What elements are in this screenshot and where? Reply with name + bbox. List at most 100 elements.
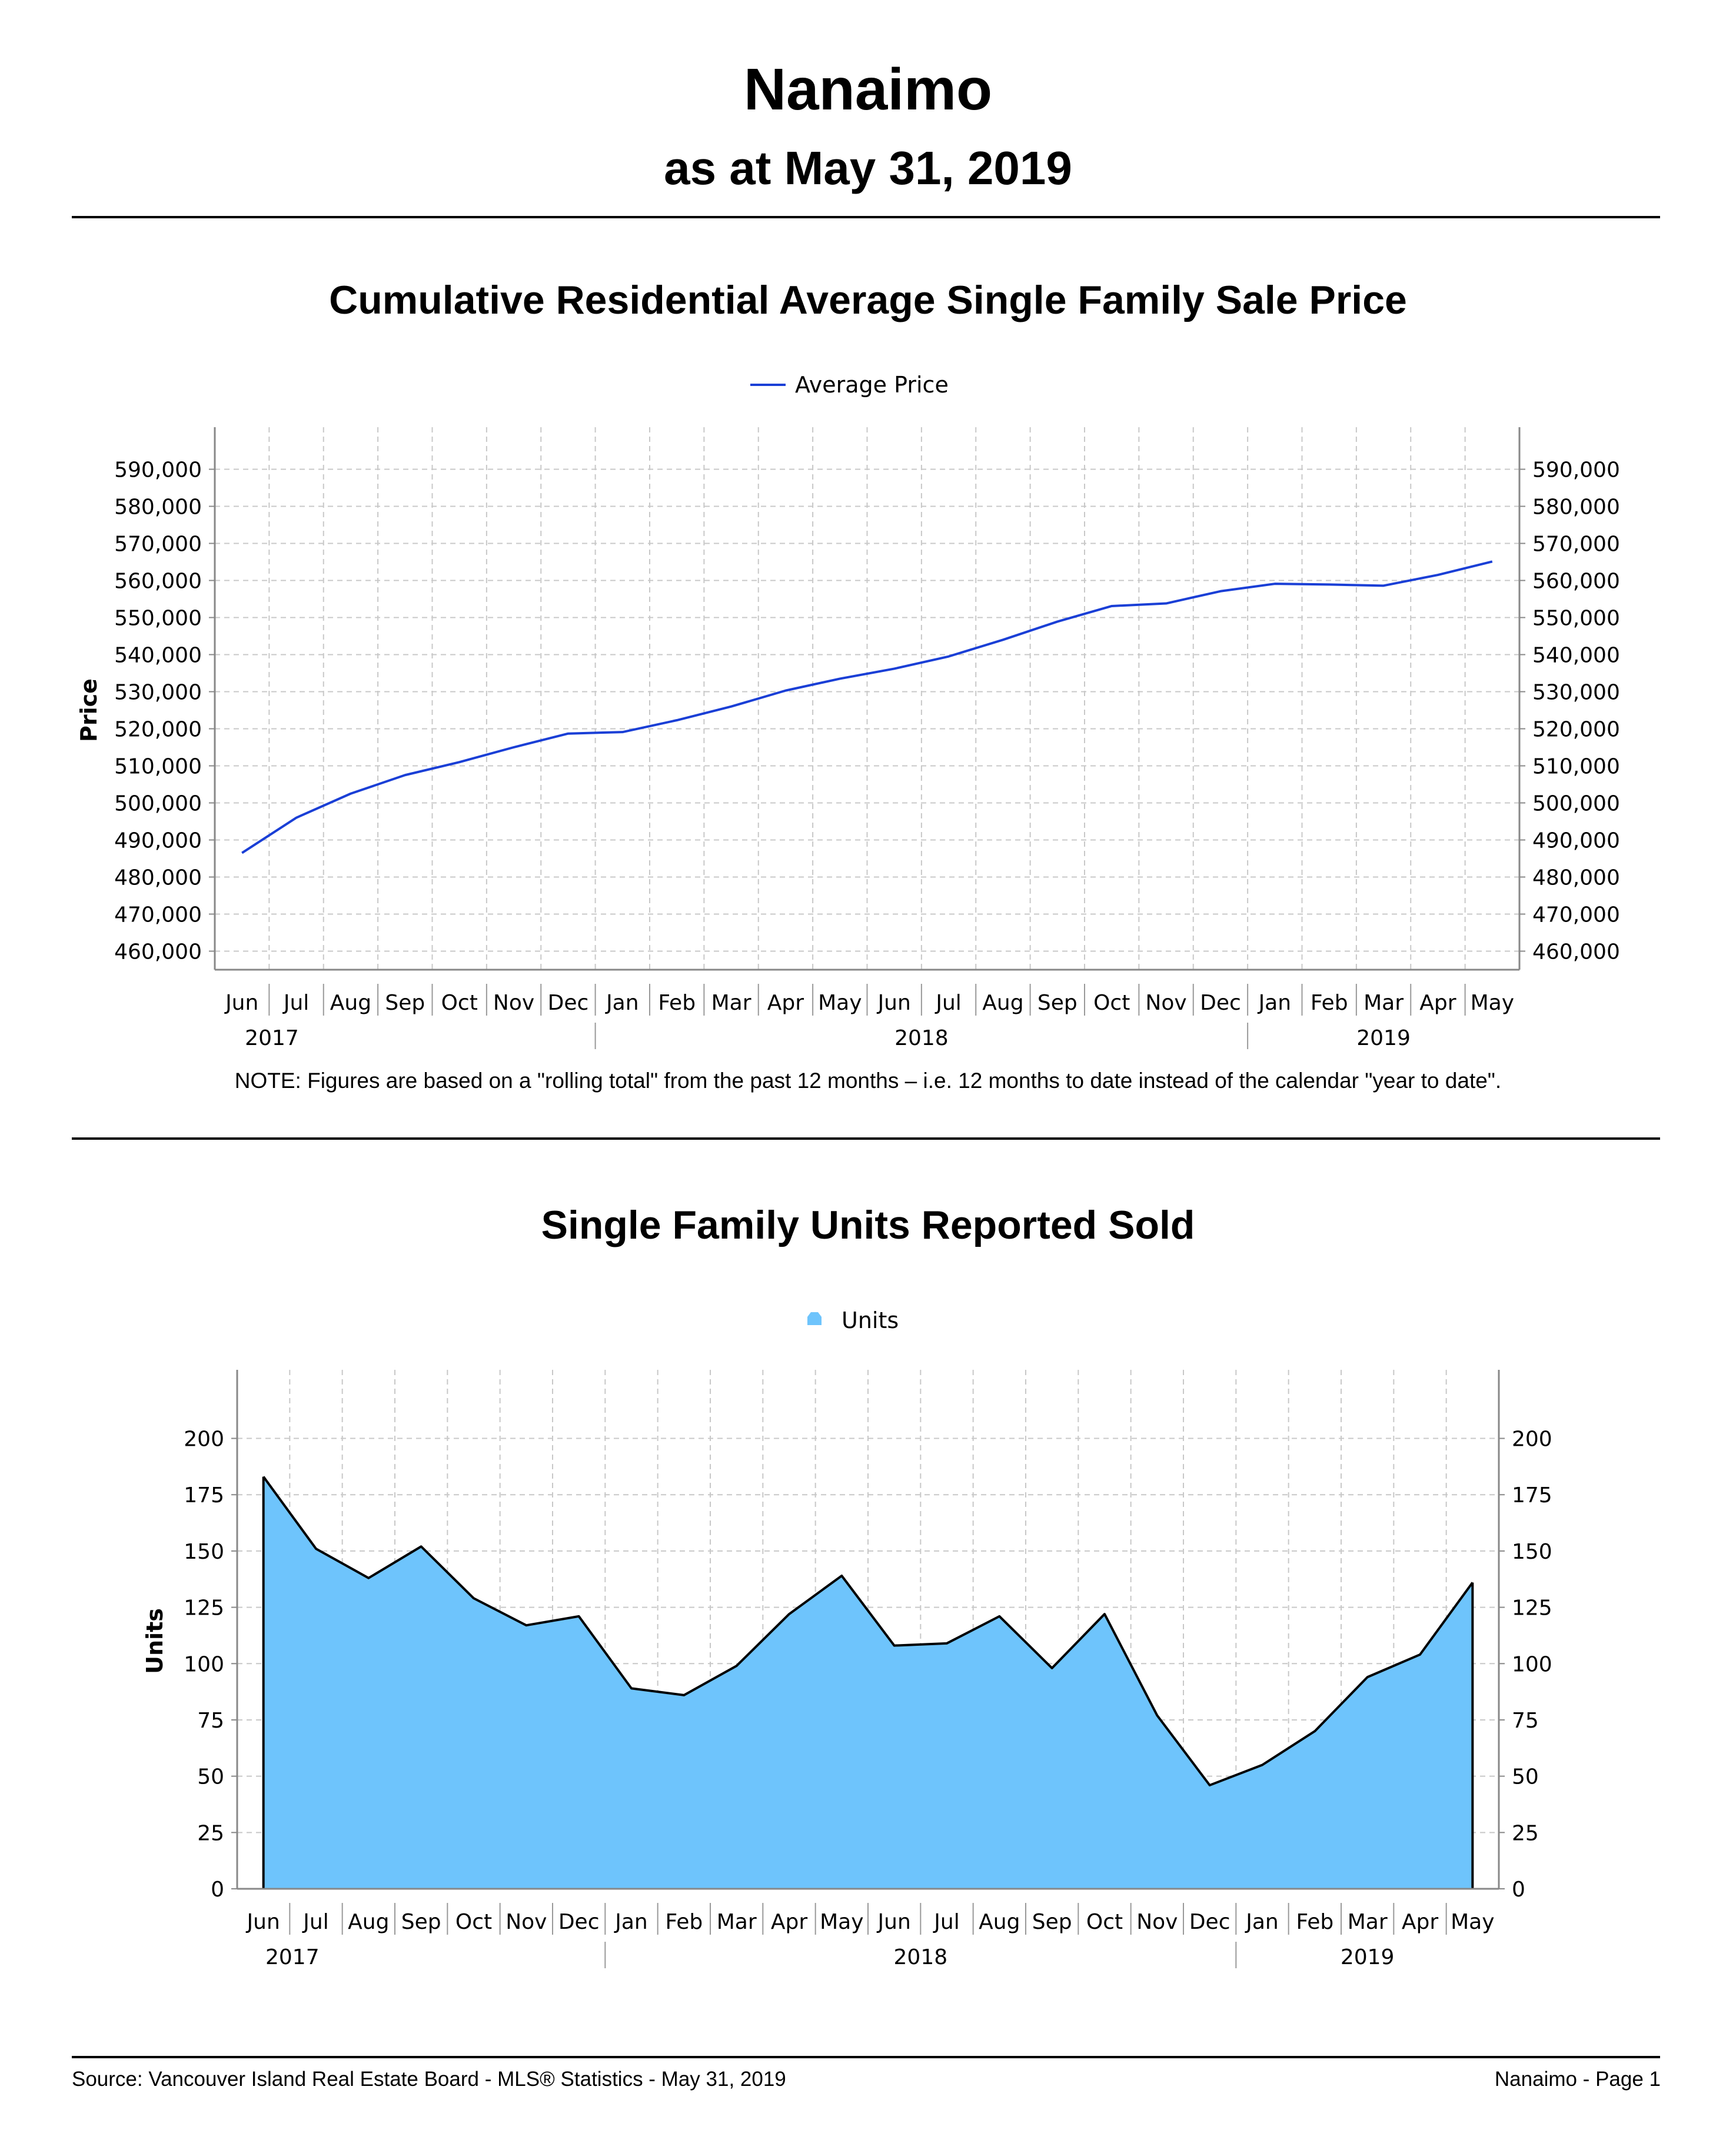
page-title: Nanaimo (743, 56, 993, 122)
legend-label: Units (842, 1307, 899, 1333)
x-tick-label: Aug (982, 991, 1023, 1015)
x-tick-label: Dec (558, 1910, 600, 1934)
x-year-label: 2017 (265, 1945, 320, 1969)
y-tick-label-right: 530,000 (1532, 681, 1620, 705)
y-tick-label-right: 560,000 (1532, 570, 1620, 594)
y-tick-label-right: 570,000 (1532, 533, 1620, 557)
y-tick-label-right: 100 (1512, 1652, 1552, 1676)
x-tick-label: Jun (877, 991, 911, 1015)
y-tick-label-right: 50 (1512, 1765, 1539, 1789)
y-axis-title: Units (142, 1608, 168, 1674)
y-tick-label: 25 (197, 1821, 224, 1845)
x-year-label: 2017 (245, 1026, 299, 1050)
y-tick-label: 530,000 (114, 681, 202, 705)
x-tick-label: May (818, 991, 862, 1015)
footer-page-number: Nanaimo - Page 1 (1494, 2068, 1661, 2091)
y-tick-label: 470,000 (114, 903, 202, 927)
x-tick-label: Jan (1258, 991, 1292, 1015)
legend-swatch (807, 1312, 822, 1325)
x-year-label: 2018 (894, 1945, 948, 1969)
y-tick-label-right: 470,000 (1532, 903, 1620, 927)
x-tick-label: Mar (1348, 1910, 1388, 1934)
y-tick-label-right: 125 (1512, 1596, 1552, 1620)
y-axis-title: Price (76, 678, 102, 742)
x-tick-label: Mar (717, 1910, 757, 1934)
series-line (241, 560, 1493, 854)
x-tick-label: Nov (1136, 1910, 1178, 1934)
x-tick-label: Jul (302, 1910, 328, 1934)
x-tick-label: May (820, 1910, 863, 1934)
y-tick-label-right: 490,000 (1532, 829, 1620, 853)
y-tick-label: 580,000 (114, 495, 202, 520)
x-tick-label: Jul (934, 991, 961, 1015)
rolling-total-note: NOTE: Figures are based on a "rolling to… (234, 1069, 1502, 1093)
x-tick-label: Aug (979, 1910, 1020, 1934)
x-tick-label: Dec (548, 991, 589, 1015)
y-tick-label: 560,000 (114, 570, 202, 594)
x-tick-label: Oct (1093, 991, 1130, 1015)
y-tick-label-right: 500,000 (1532, 792, 1620, 816)
x-tick-label: Mar (711, 991, 751, 1015)
y-tick-label: 510,000 (114, 755, 202, 779)
x-year-label: 2019 (1341, 1945, 1395, 1969)
x-tick-label: Nov (1145, 991, 1186, 1015)
y-tick-label: 125 (184, 1596, 224, 1620)
y-tick-label: 550,000 (114, 607, 202, 631)
y-tick-label: 200 (184, 1427, 224, 1452)
y-tick-label-right: 25 (1512, 1821, 1539, 1845)
x-year-label: 2019 (1356, 1026, 1411, 1050)
price-chart-title: Cumulative Residential Average Single Fa… (329, 278, 1407, 322)
y-tick-label-right: 510,000 (1532, 755, 1620, 779)
x-tick-label: Aug (330, 991, 371, 1015)
units-chart: Units 0 0 25 25 50 50 75 75 100 100 125 125 150 150 175… (142, 1307, 1552, 1969)
y-tick-label: 500,000 (114, 792, 202, 816)
x-tick-label: Mar (1363, 991, 1404, 1015)
units-chart-title: Single Family Units Reported Sold (541, 1203, 1195, 1247)
y-tick-label-right: 550,000 (1532, 607, 1620, 631)
y-tick-label: 490,000 (114, 829, 202, 853)
y-tick-label: 50 (197, 1765, 224, 1789)
x-tick-label: Oct (455, 1910, 492, 1934)
y-tick-label: 480,000 (114, 866, 202, 890)
x-tick-label: Apr (767, 991, 804, 1015)
y-tick-label: 150 (184, 1540, 224, 1564)
x-tick-label: Jul (933, 1910, 959, 1934)
x-tick-label: Nov (493, 991, 534, 1015)
x-tick-label: Nov (505, 1910, 547, 1934)
x-tick-label: Jan (1245, 1910, 1279, 1934)
x-tick-label: Sep (1037, 991, 1077, 1015)
x-tick-label: Jun (224, 991, 258, 1015)
section-divider (72, 1137, 1660, 1140)
y-tick-label: 570,000 (114, 533, 202, 557)
y-tick-label-right: 150 (1512, 1540, 1552, 1564)
x-tick-label: Feb (665, 1910, 703, 1934)
x-tick-label: Feb (1296, 1910, 1333, 1934)
series-line (262, 1476, 1474, 1786)
footer-divider (72, 2056, 1660, 2058)
x-tick-label: May (1451, 1910, 1494, 1934)
y-tick-label: 460,000 (114, 940, 202, 964)
y-tick-label-right: 520,000 (1532, 718, 1620, 742)
x-tick-label: Sep (401, 1910, 441, 1934)
x-tick-label: Dec (1200, 991, 1241, 1015)
x-tick-label: Apr (771, 1910, 807, 1934)
x-tick-label: Jun (877, 1910, 911, 1934)
footer-source: Source: Vancouver Island Real Estate Boa… (72, 2068, 786, 2091)
y-tick-label: 100 (184, 1652, 224, 1676)
x-tick-label: Apr (1402, 1910, 1438, 1934)
legend-label: Average Price (795, 372, 949, 398)
x-tick-label: Jul (282, 991, 309, 1015)
y-tick-label-right: 0 (1512, 1878, 1525, 1902)
x-tick-label: Dec (1189, 1910, 1231, 1934)
y-tick-label: 590,000 (114, 458, 202, 482)
x-tick-label: Jan (605, 991, 639, 1015)
page-subtitle: as at May 31, 2019 (664, 142, 1072, 194)
x-tick-label: Oct (1086, 1910, 1123, 1934)
y-tick-label: 540,000 (114, 644, 202, 668)
x-tick-label: Aug (348, 1910, 389, 1934)
y-tick-label: 175 (184, 1483, 224, 1508)
y-tick-label-right: 590,000 (1532, 458, 1620, 482)
y-tick-label-right: 75 (1512, 1709, 1539, 1733)
x-tick-label: Jun (246, 1910, 280, 1934)
y-tick-label: 0 (211, 1878, 224, 1902)
